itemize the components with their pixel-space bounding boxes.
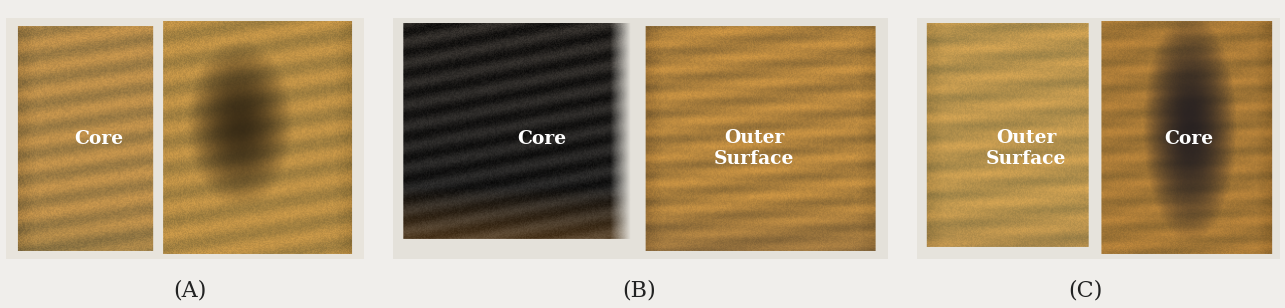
Text: Core: Core (517, 130, 567, 148)
Text: Outer
Surface: Outer Surface (714, 129, 794, 168)
Text: Core: Core (1164, 130, 1214, 148)
Text: (A): (A) (173, 279, 207, 302)
Text: (C): (C) (1069, 279, 1103, 302)
Text: Outer
Surface: Outer Surface (986, 129, 1067, 168)
Text: Core: Core (75, 130, 123, 148)
Text: (B): (B) (622, 279, 655, 302)
